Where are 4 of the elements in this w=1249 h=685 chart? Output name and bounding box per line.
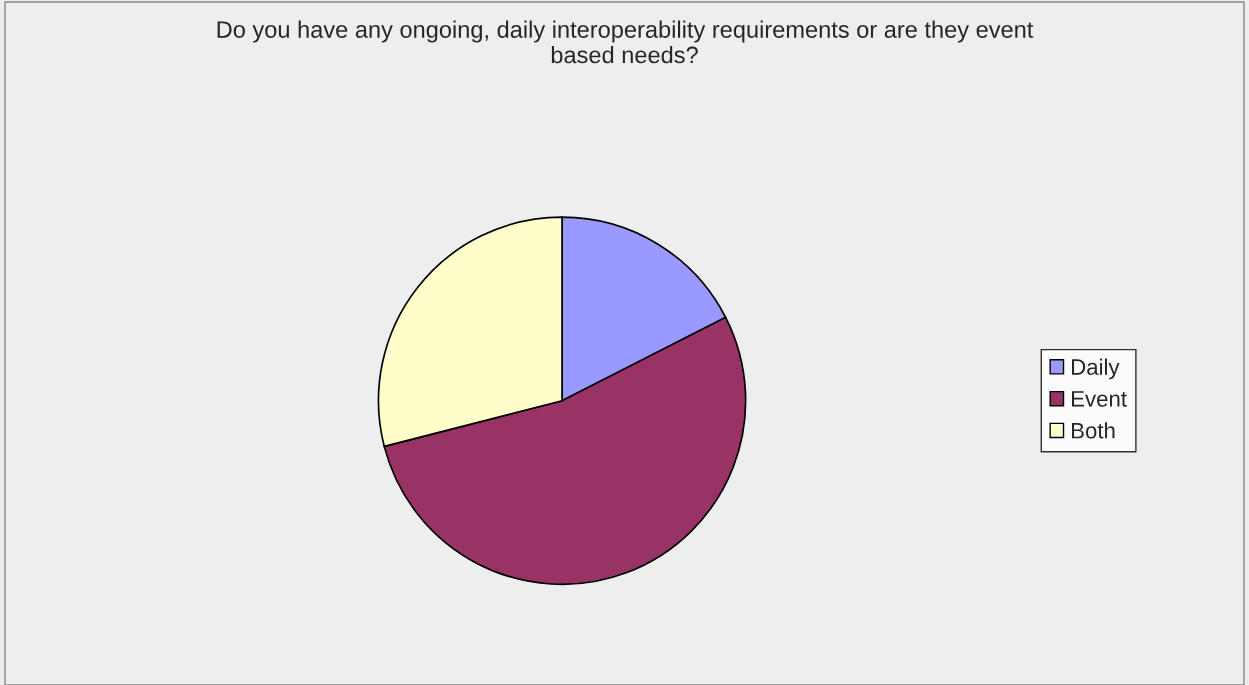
chart-title: Do you have any ongoing, daily interoperability requirements or are they event based needs? <box>217 20 1034 64</box>
legend-label: Both <box>1072 422 1115 439</box>
legend-label: Daily <box>1072 358 1120 380</box>
legend-label: Event <box>1072 391 1127 407</box>
